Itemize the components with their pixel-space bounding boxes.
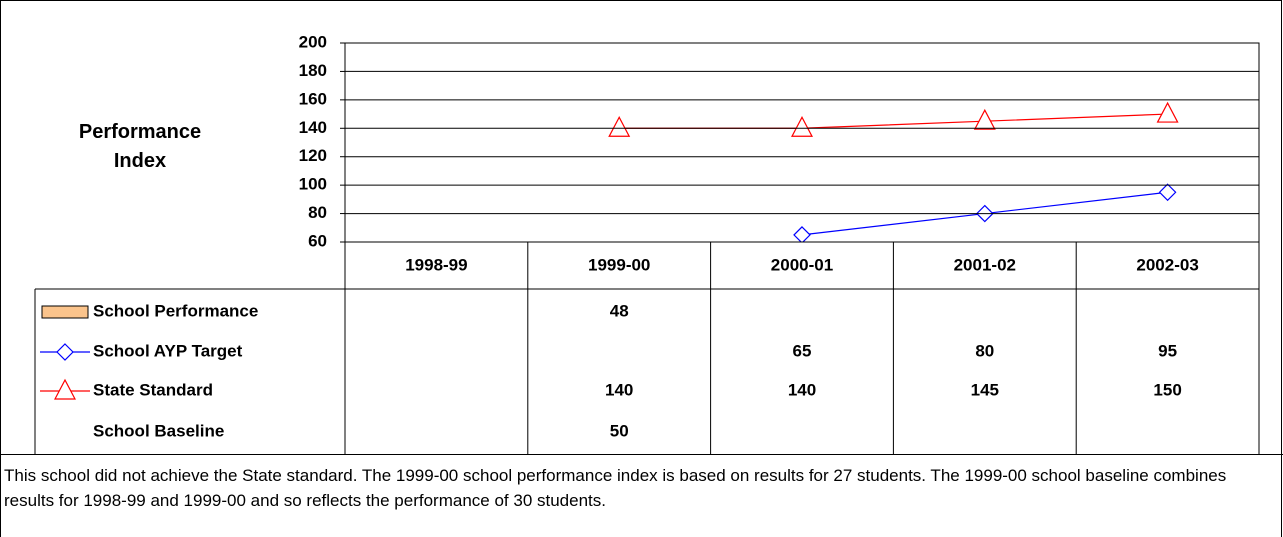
x-tick-label: 1999-00 (588, 255, 650, 274)
y-tick-label: 140 (299, 118, 327, 137)
table-value: 95 (1158, 341, 1177, 360)
y-axis-title: Performance Index (78, 121, 202, 172)
x-tick-label: 2001-02 (954, 255, 1016, 274)
y-tick-label: 80 (308, 203, 327, 222)
legend-label: School Performance (93, 301, 258, 320)
y-tick-label: 200 (299, 32, 327, 51)
x-tick-label: 2002-03 (1136, 255, 1198, 274)
table-value: 80 (975, 341, 994, 360)
legend-marker (54, 378, 76, 400)
y-tick-label: 160 (299, 89, 327, 108)
data-point (608, 115, 631, 137)
table-value: 140 (788, 380, 816, 399)
table-value: 150 (1153, 380, 1181, 399)
data-point (1158, 183, 1177, 202)
legend-label: School AYP Target (93, 341, 243, 360)
table-value: 48 (610, 301, 629, 320)
footnote: This school did not achieve the State st… (4, 466, 1227, 510)
table-value: 140 (605, 380, 633, 399)
table-value: 50 (610, 421, 629, 440)
legend-label: School Baseline (93, 421, 224, 440)
x-tick-label: 2000-01 (771, 255, 833, 274)
y-tick-label: 120 (299, 146, 327, 165)
y-tick-label: 180 (299, 61, 327, 80)
legend-marker (56, 343, 74, 361)
data-point (793, 226, 811, 242)
y-tick-label: 100 (299, 175, 327, 194)
y-tick-label: 60 (308, 231, 327, 250)
series-line (619, 113, 1168, 129)
x-tick-label: 1998-99 (405, 255, 467, 274)
data-point (791, 115, 813, 137)
table-value: 145 (971, 380, 999, 399)
plot-frame (344, 42, 1260, 243)
table-value: 65 (793, 341, 812, 360)
data-point (1156, 101, 1179, 123)
legend-swatch (41, 305, 89, 319)
data-point (973, 108, 996, 130)
plot-area (563, 101, 1179, 242)
legend-label: State Standard (93, 380, 213, 399)
